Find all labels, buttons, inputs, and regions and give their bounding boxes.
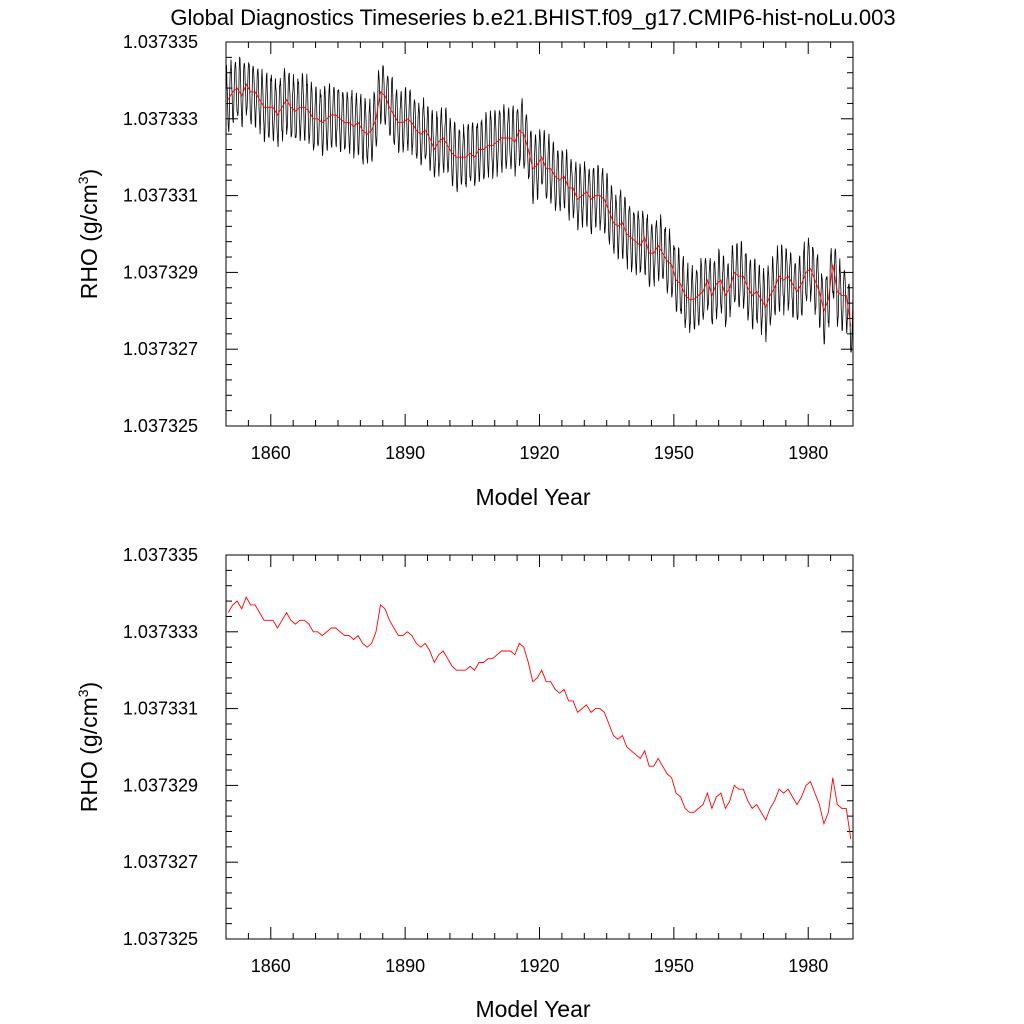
bottom-x-tick-labels: 1860 1890 1920 1950 1980: [251, 956, 828, 976]
top-x-tick-labels: 1860 1890 1920 1950 1980: [251, 443, 828, 463]
bottom-y-axis-label: RHO (g/cm3): [75, 682, 102, 812]
x-tick-label: 1980: [788, 443, 828, 463]
y-tick-label: 1.037325: [123, 416, 198, 436]
bottom-axis-ticks: [226, 554, 853, 940]
y-tick-label: 1.037335: [123, 32, 198, 52]
x-tick-label: 1920: [519, 443, 559, 463]
y-tick-label: 1.037331: [123, 186, 198, 206]
bottom-y-tick-labels: 1.037325 1.037327 1.037329 1.037331 1.037333…: [123, 545, 198, 949]
top-monthly-line: [225, 56, 854, 353]
top-axis-ticks: [226, 41, 853, 427]
y-tick-label: 1.037335: [123, 545, 198, 565]
bottom-annual-line: [227, 596, 852, 840]
x-tick-label: 1980: [788, 956, 828, 976]
y-tick-label: 1.037333: [123, 109, 198, 129]
y-tick-label: 1.037329: [123, 262, 198, 282]
bottom-panel: 1860 1890 1920 1950 1980 1.0373251.0373271.0…: [75, 545, 854, 1022]
y-tick-label: 1.037325: [123, 929, 198, 949]
x-tick-label: 1950: [654, 443, 694, 463]
x-tick-label: 1890: [385, 443, 425, 463]
bottom-x-axis-label: Model Year: [475, 996, 590, 1022]
x-tick-label: 1950: [654, 956, 694, 976]
top-y-tick-labels: 1.037325 1.037327 1.037329 1.037331 1.037333…: [123, 32, 198, 436]
x-tick-label: 1920: [519, 956, 559, 976]
y-tick-label: 1.037327: [123, 852, 198, 872]
y-tick-label: 1.037331: [123, 699, 198, 719]
chart-title: Global Diagnostics Timeseries b.e21.BHIS…: [170, 5, 895, 30]
top-x-axis-label: Model Year: [475, 484, 590, 510]
y-tick-label: 1.037333: [123, 622, 198, 642]
x-tick-label: 1860: [251, 443, 291, 463]
top-y-axis-label: RHO (g/cm3): [75, 169, 102, 299]
top-annual-line: [227, 83, 852, 327]
top-panel: 1860 1890 1920 1950 1980 1.0373251.0373271.0…: [75, 32, 854, 510]
y-tick-label: 1.037327: [123, 339, 198, 359]
y-tick-label: 1.037329: [123, 775, 198, 795]
x-tick-label: 1860: [251, 956, 291, 976]
bottom-plot-frame: [225, 554, 854, 940]
x-tick-label: 1890: [385, 956, 425, 976]
